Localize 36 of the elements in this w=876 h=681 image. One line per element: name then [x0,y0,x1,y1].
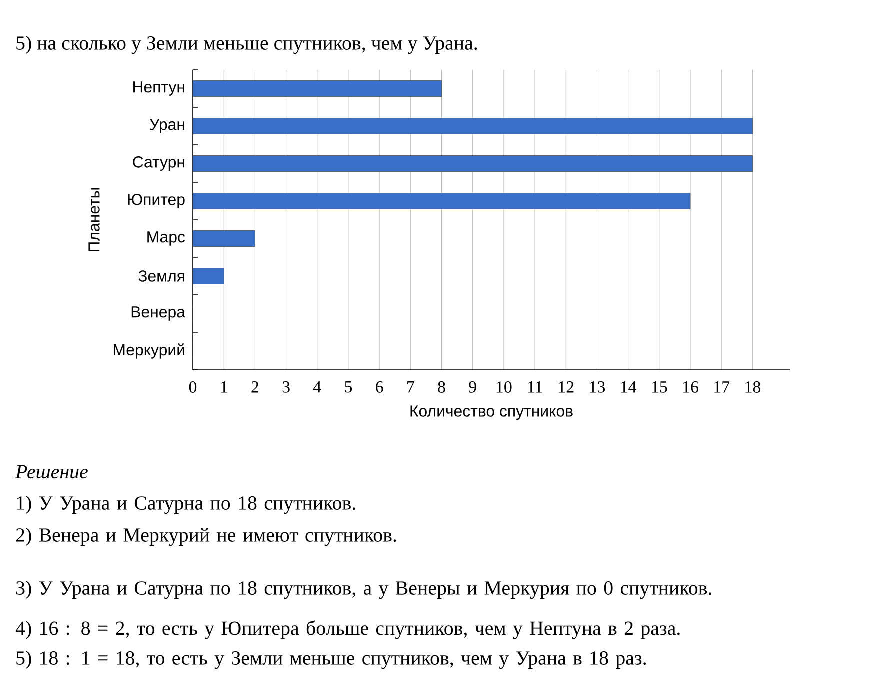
y-tick-label: Марс [148,232,186,246]
text: 2) Венера и Меркурий не имеют спутников. [16,528,396,546]
y-tick-label: Нептун [134,82,184,96]
x-tick-label: 12 [559,382,574,393]
x-tick-label: 8 [438,382,446,393]
x-tick-label: 3 [282,382,290,393]
x-tick-label: 7 [408,382,414,393]
text: 4) 16 : 8 = 2, то есть у Юпитера больше спутников, чем у Нептуна в 2 раза. [16,620,680,640]
x-tick-label: 16 [684,382,698,393]
x-tick-label: 13 [590,382,606,393]
text: 3) У Урана и Сатурна по 18 спутников, а у Венеры и Меркурия по 0 спутников. [16,580,712,600]
x-tick-label: 15 [652,382,668,393]
x-tick-label: 17 [714,382,730,393]
y-tick-label: Уран [150,119,184,134]
x-tick-label: 10 [496,382,512,393]
text: 5) 18 : 1 = 18, то есть у Земли меньше спутников, чем у Урана в 18 раз. [16,650,646,670]
chart-title: 5) на сколько у Земли меньше спутников, чем у Урана. [16,36,478,54]
x-tick-label: 14 [621,382,637,393]
x-tick-label: 5 [345,382,352,393]
x-tick-label: 0 [189,382,197,393]
x-tick-label: 6 [376,382,384,393]
x-tick-label: 1 [221,382,228,393]
y-tick-label: Сатурн [133,156,184,171]
y-tick-label: Земля [138,270,184,282]
y-tick-label: Юпитер [128,194,185,208]
x-tick-label: 2 [252,382,258,393]
x-axis-title: Количество спутников [410,406,573,420]
text: Решение [15,465,88,479]
x-tick-label: 9 [469,382,476,393]
x-tick-label: 11 [528,382,542,393]
y-axis-title: Планеты [88,188,100,252]
y-tick-label: Меркурий [114,344,184,359]
text: 1) У Урана и Сатурна по 18 спутников. [17,496,356,514]
y-tick-label: Венера [132,306,186,321]
x-tick-label: 18 [746,382,761,393]
x-tick-label: 4 [313,382,322,393]
